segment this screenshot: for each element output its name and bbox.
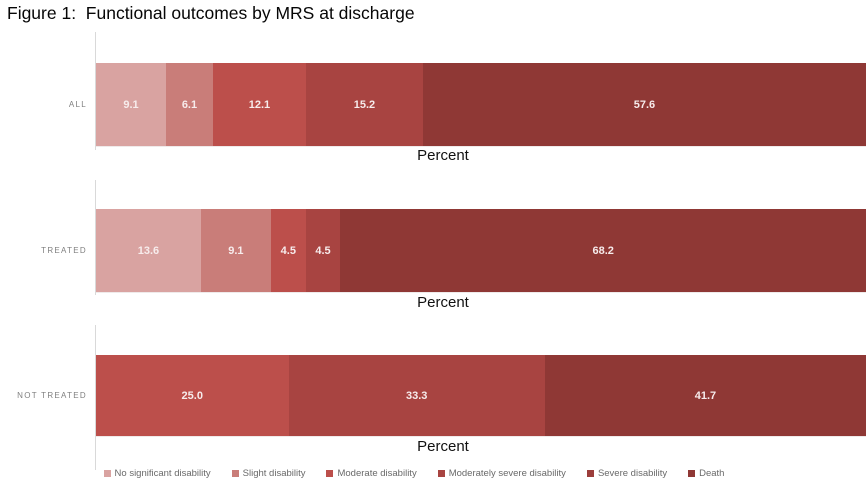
bar-segment-value: 25.0 (181, 389, 203, 402)
x-axis-title: Percent (417, 294, 469, 311)
bar-segment-no-significant-disability: 13.6 (96, 209, 201, 292)
legend-item-moderate-disability: Moderate disability (326, 468, 417, 479)
bar-segment-value: 15.2 (353, 98, 376, 111)
category-label-all: ALL (68, 100, 87, 109)
bar-segment-value: 68.2 (592, 244, 614, 257)
bar-segment-death: 57.6 (422, 63, 866, 146)
category-label-not-treated: NOT TREATED (17, 391, 87, 400)
category-label-treated: TREATED (41, 246, 87, 255)
legend-label: Slight disability (242, 468, 306, 479)
bar-segment-value: 33.3 (405, 389, 428, 402)
legend-swatch (103, 470, 111, 477)
bar-segment-value: 41.7 (694, 389, 717, 402)
bar-segment-value: 6.1 (181, 98, 198, 111)
legend: No significant disability Slight disabili… (0, 468, 828, 479)
stacked-bar-not-treated: 25.0 33.3 41.7 (96, 355, 866, 436)
x-axis-line (96, 146, 866, 147)
legend-item-death: Death (688, 468, 724, 479)
bar-segment-no-significant-disability: 9.1 (96, 63, 166, 146)
bar-segment-death: 41.7 (544, 355, 866, 436)
bar-segment-value: 57.6 (633, 98, 656, 111)
bar-segment-moderately-severe-disability: 15.2 (306, 63, 423, 146)
bar-segment-slight-disability: 6.1 (166, 63, 213, 146)
x-axis-title: Percent (417, 438, 469, 455)
y-axis-line (95, 32, 96, 150)
legend-label: Moderate disability (337, 468, 417, 479)
bar-segment-slight-disability: 9.1 (200, 209, 271, 292)
legend-item-severe-disability: Severe disability (586, 468, 668, 479)
legend-label: Death (699, 468, 725, 479)
bar-segment-moderate-disability: 12.1 (212, 63, 306, 146)
x-axis-title: Percent (417, 147, 469, 164)
legend-label: No significant disability (114, 468, 211, 479)
stacked-bar-treated: 13.6 9.1 4.5 4.5 68.2 (96, 209, 867, 292)
legend-label: Moderately severe disability (448, 468, 566, 479)
x-axis-line (96, 436, 866, 437)
bar-segment-value: 12.1 (248, 98, 271, 111)
legend-item-slight-disability: Slight disability (231, 468, 306, 479)
y-axis-line (95, 325, 96, 470)
stacked-bar-all: 9.1 6.1 12.1 15.2 57.6 (96, 63, 866, 146)
legend-swatch (326, 470, 334, 477)
bar-segment-death: 68.2 (340, 209, 867, 292)
legend-item-moderately-severe-disability: Moderately severe disability (437, 468, 566, 479)
y-axis-line (95, 180, 96, 295)
bar-segment-moderately-severe-disability: 33.3 (288, 355, 545, 436)
x-axis-line (96, 292, 866, 293)
figure-title: Figure 1: Functional outcomes by MRS at … (7, 3, 415, 23)
bar-segment-value: 4.5 (280, 244, 296, 257)
legend-swatch (437, 470, 445, 477)
legend-item-no-significant-disability: No significant disability (103, 468, 211, 479)
legend-swatch (586, 470, 594, 477)
legend-swatch (231, 470, 239, 477)
bar-segment-value: 13.6 (137, 244, 160, 257)
legend-swatch (688, 470, 696, 477)
bar-segment-moderately-severe-disability: 4.5 (305, 209, 341, 292)
bar-segment-moderate-disability: 25.0 (96, 355, 289, 436)
bar-segment-value: 9.1 (228, 244, 244, 257)
legend-label: Severe disability (597, 468, 668, 479)
bar-segment-value: 9.1 (123, 98, 139, 111)
bar-segment-moderate-disability: 4.5 (270, 209, 306, 292)
bar-segment-value: 4.5 (315, 244, 331, 257)
